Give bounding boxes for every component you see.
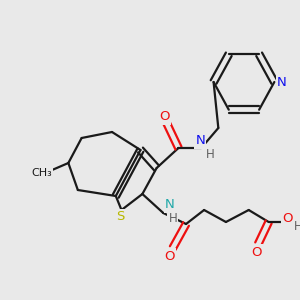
Text: H: H <box>168 212 177 224</box>
Text: O: O <box>159 110 169 124</box>
Text: H: H <box>206 148 215 160</box>
Text: N: N <box>277 76 287 88</box>
Text: O: O <box>165 250 175 262</box>
Text: N: N <box>195 134 205 148</box>
Text: CH₃: CH₃ <box>32 168 52 178</box>
Text: H: H <box>294 220 300 232</box>
Text: N: N <box>165 199 175 212</box>
Text: S: S <box>116 211 125 224</box>
Text: O: O <box>251 245 262 259</box>
Text: O: O <box>282 212 293 224</box>
